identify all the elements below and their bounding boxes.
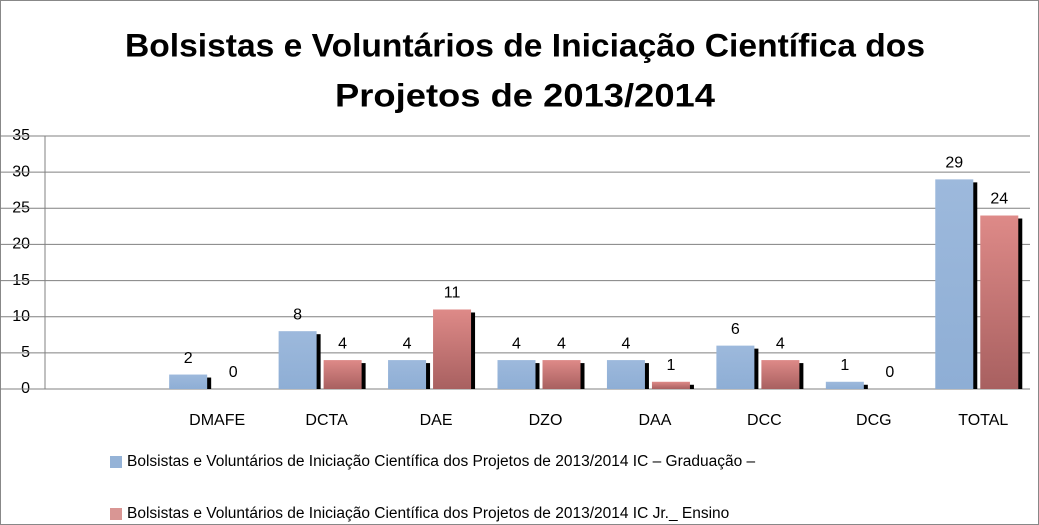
data-label: 4: [557, 335, 566, 352]
bar: [825, 381, 864, 389]
legend-label: Bolsistas e Voluntários de Iniciação Cie…: [127, 505, 729, 522]
bar: [542, 360, 581, 389]
data-label: 1: [840, 357, 849, 374]
bar: [761, 360, 800, 389]
chart-title: Bolsistas e Voluntários de Iniciação Cie…: [125, 27, 925, 63]
chart-title: Projetos de 2013/2014: [335, 77, 715, 113]
bar: [651, 381, 690, 389]
data-label: 4: [776, 335, 785, 352]
data-label: 4: [621, 335, 630, 352]
x-tick-label: DCTA: [305, 412, 348, 429]
x-tick-label: DCC: [747, 412, 782, 429]
data-label: 1: [666, 357, 675, 374]
x-tick-label: DZO: [529, 412, 563, 429]
x-tick-label: DAE: [420, 412, 453, 429]
bar: [323, 360, 362, 389]
data-label: 8: [293, 306, 302, 323]
data-label: 6: [731, 321, 740, 338]
x-tick-label: DMAFE: [189, 412, 245, 429]
data-label: 24: [990, 191, 1008, 208]
data-label: 4: [338, 335, 347, 352]
bar: [169, 374, 208, 389]
data-label: 0: [229, 364, 238, 381]
data-label: 2: [184, 350, 193, 367]
data-label: 29: [945, 155, 963, 172]
data-label: 4: [512, 335, 521, 352]
bar: [980, 215, 1019, 389]
bar: [716, 345, 755, 389]
data-label: 4: [403, 335, 412, 352]
bar: [388, 360, 427, 389]
x-tick-label: DCG: [856, 412, 892, 429]
bar: [433, 309, 472, 389]
bar: [935, 179, 974, 389]
data-label: 0: [885, 364, 894, 381]
bar: [497, 360, 536, 389]
x-tick-label: DAA: [638, 412, 671, 429]
legend-swatch: [110, 456, 122, 468]
bar: [606, 360, 645, 389]
legend-swatch: [110, 508, 122, 520]
data-label: 11: [444, 285, 461, 302]
x-tick-label: TOTAL: [958, 412, 1008, 429]
bar: [278, 331, 317, 389]
legend-label: Bolsistas e Voluntários de Iniciação Cie…: [127, 453, 756, 470]
